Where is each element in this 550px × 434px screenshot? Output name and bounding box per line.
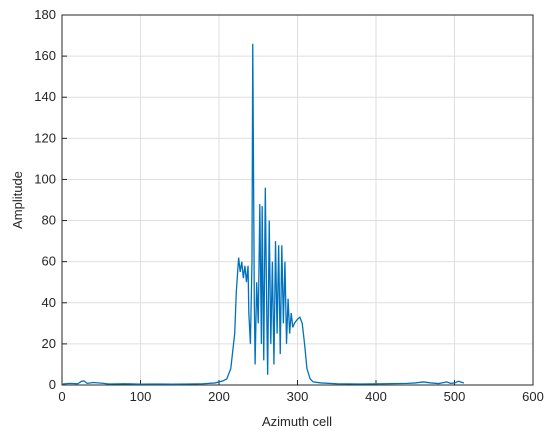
y-tick-label: 20 — [42, 336, 56, 351]
y-tick-label: 120 — [34, 130, 56, 145]
x-axis-label: Azimuth cell — [262, 414, 332, 429]
x-tick-label: 400 — [365, 389, 387, 404]
y-tick-label: 60 — [42, 254, 56, 269]
data-line — [62, 43, 465, 385]
x-tick-label: 100 — [130, 389, 152, 404]
y-tick-label: 80 — [42, 213, 56, 228]
y-tick-label: 140 — [34, 89, 56, 104]
x-tick-label: 200 — [208, 389, 230, 404]
y-tick-label: 180 — [34, 7, 56, 22]
x-tick-label: 500 — [444, 389, 466, 404]
y-tick-label: 0 — [49, 377, 56, 392]
x-tick-label: 600 — [522, 389, 544, 404]
plot-frame — [61, 14, 534, 386]
y-tick-label: 100 — [34, 171, 56, 186]
y-axis-label: Amplitude — [10, 171, 25, 229]
y-tick-label: 40 — [42, 295, 56, 310]
x-tick-label: 0 — [58, 389, 65, 404]
x-tick-label: 300 — [287, 389, 309, 404]
y-tick-label: 160 — [34, 48, 56, 63]
